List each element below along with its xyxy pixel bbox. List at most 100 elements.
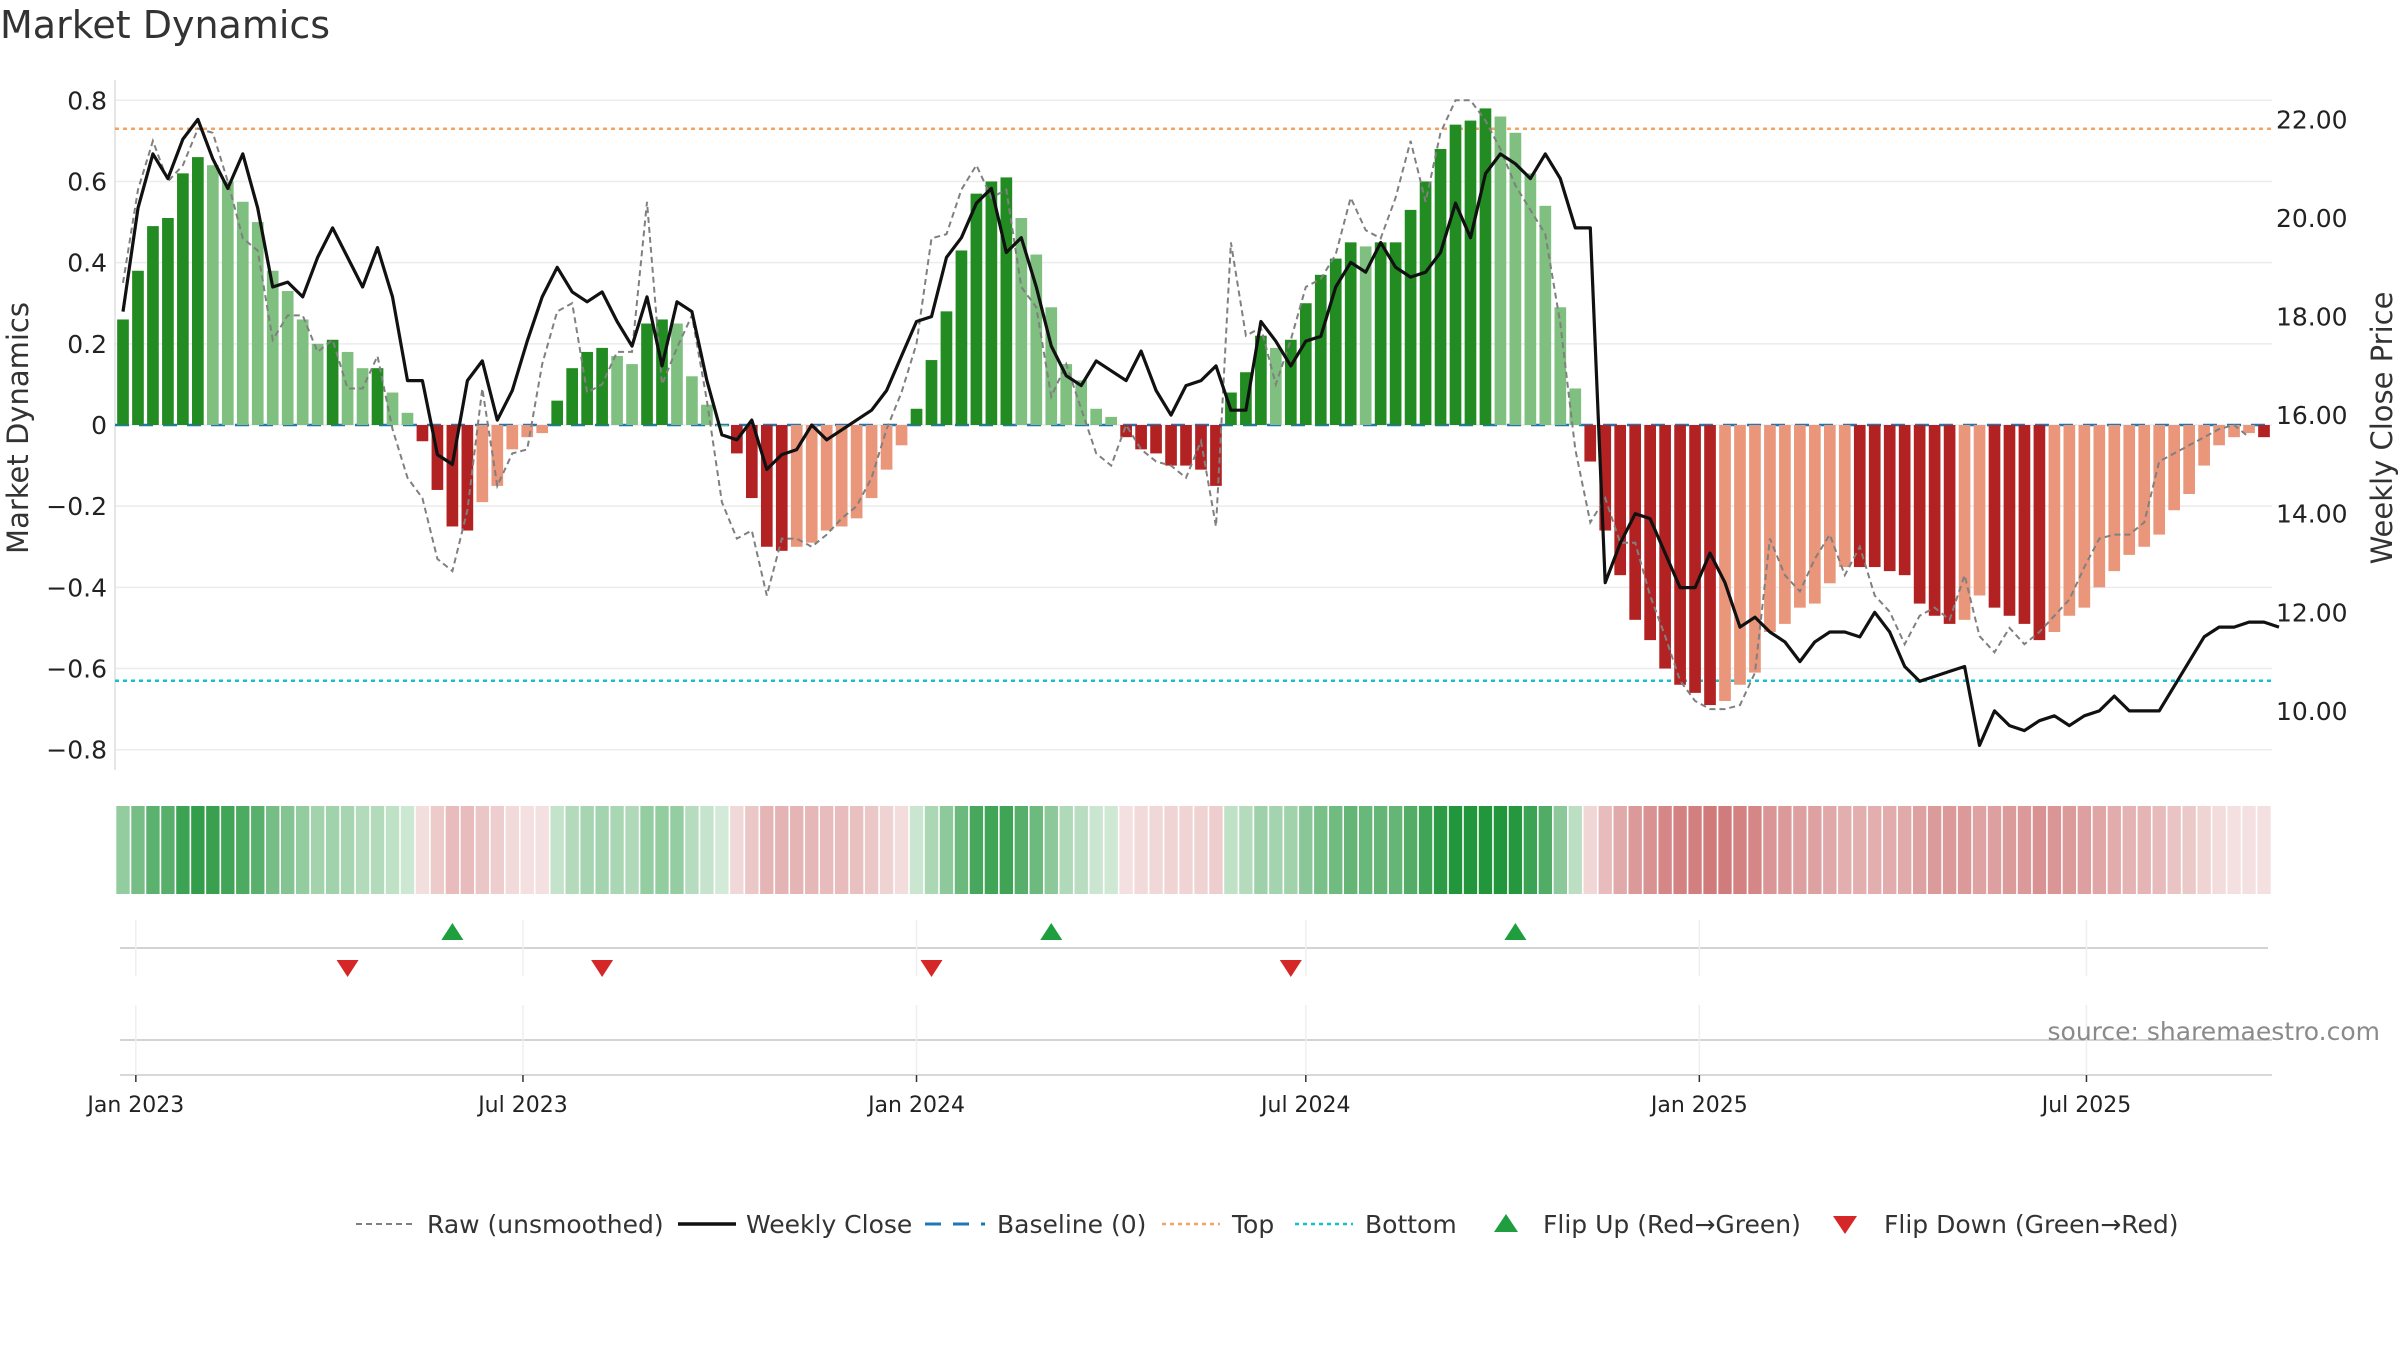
- dynamics-bar: [521, 425, 534, 438]
- heat-cell: [610, 806, 624, 894]
- dynamics-bar: [2258, 425, 2270, 438]
- heat-cell: [1823, 806, 1837, 894]
- dynamics-bar: [1015, 218, 1028, 425]
- left-axis-ticks: −0.8 −0.6 −0.4 −0.2 0 0.2 0.4 0.6 0.8: [46, 86, 107, 764]
- flip-up-marker: [1504, 923, 1527, 940]
- heat-cell: [1568, 806, 1582, 894]
- heat-cell: [236, 806, 250, 894]
- left-tick-label: −0.6: [46, 655, 107, 684]
- dynamics-bar: [1629, 425, 1642, 620]
- heat-cell: [984, 806, 999, 894]
- dynamics-bar: [1329, 258, 1342, 425]
- dynamics-bar: [2033, 425, 2046, 641]
- heat-cell: [1733, 806, 1747, 894]
- dynamics-bar: [2228, 425, 2240, 438]
- dynamics-bar: [1958, 425, 1971, 620]
- heat-cell: [2137, 806, 2151, 894]
- heat-cell: [580, 806, 594, 894]
- heat-cell: [355, 806, 370, 894]
- heat-cell: [251, 806, 265, 894]
- source-note: source: sharemaestro.com: [2048, 1017, 2381, 1046]
- heat-cell: [1209, 806, 1223, 894]
- dynamics-bar: [925, 360, 938, 425]
- heat-cell: [1448, 806, 1463, 894]
- dynamics-bar: [1809, 425, 1821, 604]
- heat-cell: [176, 806, 190, 894]
- dynamics-bar: [790, 425, 803, 547]
- heat-cell: [1014, 806, 1029, 894]
- heat-cell: [146, 806, 160, 894]
- heat-cell: [1583, 806, 1597, 894]
- x-tick-label: Jul 2025: [2040, 1093, 2132, 1118]
- heat-cell: [954, 806, 969, 894]
- dynamics-bar: [551, 400, 564, 425]
- dynamics-bar: [251, 222, 264, 425]
- heat-cell: [1838, 806, 1852, 894]
- heat-cell: [2107, 806, 2121, 894]
- heat-cell: [1613, 806, 1627, 894]
- heat-cell: [1942, 806, 1957, 894]
- dynamics-bar: [431, 425, 444, 490]
- heat-cell: [700, 806, 714, 894]
- heat-cell: [1224, 806, 1238, 894]
- heat-cell: [2242, 806, 2256, 894]
- heat-cell: [1358, 806, 1373, 894]
- dynamics-bar: [1210, 425, 1222, 486]
- main-gridlines: [114, 80, 2272, 770]
- chart-title: Market Dynamics: [0, 3, 330, 47]
- heat-cell: [1463, 806, 1478, 894]
- dynamics-bar: [1973, 425, 1986, 596]
- dynamics-bar: [1569, 388, 1582, 425]
- heat-cell: [1763, 806, 1777, 894]
- heat-cell: [2257, 806, 2271, 894]
- heat-cell: [715, 806, 729, 894]
- heat-cell: [2212, 806, 2226, 894]
- dynamics-bar: [1988, 425, 2001, 608]
- heat-cell: [999, 806, 1014, 894]
- heat-cell: [1284, 806, 1298, 894]
- dynamics-bar: [850, 425, 863, 519]
- dynamics-bar: [1374, 242, 1387, 425]
- dynamics-bar: [1749, 425, 1761, 673]
- heat-cell: [1688, 806, 1702, 894]
- heat-cell: [1299, 806, 1313, 894]
- heat-cell: [894, 806, 909, 894]
- left-tick-label: −0.2: [46, 492, 107, 521]
- left-tick-label: −0.4: [46, 573, 107, 602]
- legend-label: Top: [1231, 1210, 1274, 1239]
- x-tick-label: Jul 2023: [476, 1093, 568, 1118]
- heat-cell: [879, 806, 894, 894]
- heat-cell: [131, 806, 145, 894]
- heat-cell: [909, 806, 924, 894]
- right-tick-label: 10.00: [2276, 697, 2348, 726]
- right-tick-label: 20.00: [2276, 204, 2348, 233]
- heat-cell: [340, 806, 355, 894]
- dynamics-bar: [775, 425, 788, 551]
- dynamics-bar: [895, 425, 908, 446]
- heat-cell: [1927, 806, 1942, 894]
- dynamics-bar: [1614, 425, 1627, 576]
- heat-cell: [670, 806, 684, 894]
- heat-cell: [2197, 806, 2211, 894]
- right-tick-label: 12.00: [2276, 598, 2348, 627]
- heat-cell: [1433, 806, 1448, 894]
- dynamics-bar: [296, 319, 309, 425]
- heat-cell: [1194, 806, 1208, 894]
- dynamics-bar: [1644, 425, 1656, 641]
- heat-cell: [1508, 806, 1523, 894]
- dynamics-bar: [2093, 425, 2106, 588]
- dynamics-bar: [1434, 149, 1447, 425]
- dynamics-bar: [1913, 425, 1926, 604]
- dynamics-bar: [281, 291, 294, 425]
- dynamics-bar: [716, 425, 728, 427]
- dynamics-bar: [1255, 335, 1267, 425]
- flip-down-marker: [591, 960, 614, 977]
- dynamics-bar: [1075, 380, 1088, 425]
- dynamics-bar: [1868, 425, 1881, 568]
- heat-cell: [1373, 806, 1388, 894]
- dynamics-bar: [1674, 425, 1686, 685]
- dynamics-bar: [177, 173, 189, 425]
- dynamics-bar: [147, 226, 159, 425]
- heat-cell: [1044, 806, 1058, 894]
- x-axis-ticks: Jan 2023 Jul 2023 Jan 2024 Jul 2024 Jan 2025…: [85, 1075, 2131, 1118]
